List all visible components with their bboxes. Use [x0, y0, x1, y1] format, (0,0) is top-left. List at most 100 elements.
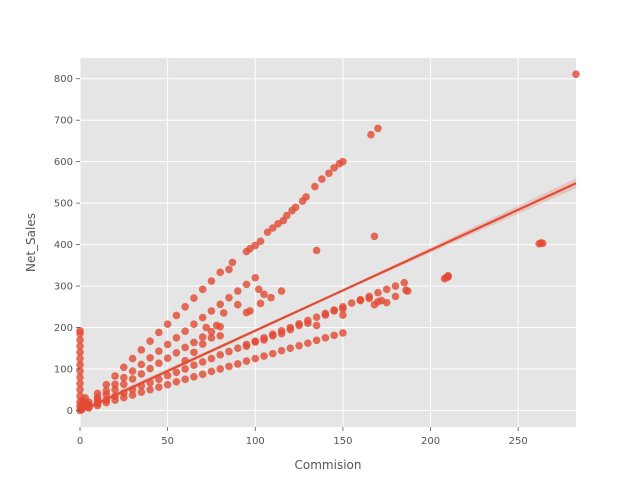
- x-tick-label: 150: [333, 436, 352, 447]
- data-point: [444, 271, 452, 280]
- data-point: [277, 329, 286, 338]
- data-point: [268, 331, 277, 340]
- data-point: [172, 311, 181, 320]
- data-point: [268, 224, 277, 232]
- data-point: [356, 296, 365, 305]
- data-point: [137, 388, 146, 396]
- x-tick-label: 50: [161, 436, 174, 447]
- data-point: [207, 277, 216, 285]
- data-point: [172, 348, 181, 357]
- data-point: [268, 349, 277, 358]
- data-point: [76, 354, 84, 363]
- data-point: [207, 354, 216, 363]
- data-point: [374, 124, 382, 133]
- y-tick-label: 700: [54, 116, 73, 127]
- data-point: [76, 373, 84, 382]
- data-point: [295, 321, 303, 330]
- data-point: [111, 396, 119, 404]
- data-point: [233, 287, 242, 295]
- data-point: [347, 299, 356, 307]
- data-point: [225, 293, 233, 302]
- data-point: [190, 338, 198, 347]
- y-tick-label: 300: [54, 282, 73, 293]
- data-point: [212, 321, 221, 330]
- data-point: [120, 373, 128, 382]
- regression-line: [79, 182, 577, 413]
- data-point: [128, 354, 137, 363]
- data-point: [291, 203, 300, 212]
- data-point: [128, 367, 137, 375]
- data-point: [242, 357, 251, 365]
- data-point: [190, 373, 198, 381]
- data-point: [572, 70, 580, 78]
- data-point: [146, 364, 154, 373]
- x-tick-label: 250: [509, 436, 528, 447]
- data-point: [120, 363, 128, 372]
- data-point: [163, 354, 172, 362]
- data-point: [207, 334, 216, 342]
- data-point: [207, 307, 216, 315]
- y-tick-label: 400: [54, 240, 73, 251]
- data-point: [225, 265, 233, 274]
- data-point: [304, 339, 312, 348]
- data-point: [111, 372, 119, 380]
- data-point: [225, 362, 233, 371]
- data-point: [146, 353, 154, 362]
- data-point: [76, 342, 84, 350]
- data-point: [172, 368, 181, 377]
- data-point: [286, 344, 295, 353]
- data-point: [225, 347, 233, 356]
- data-point: [256, 237, 265, 246]
- data-point: [277, 346, 286, 355]
- data-point: [76, 385, 84, 394]
- data-point: [321, 334, 330, 342]
- data-point: [403, 287, 412, 295]
- data-point: [263, 228, 272, 236]
- data-point: [137, 370, 146, 378]
- data-point: [318, 175, 326, 183]
- data-point: [312, 321, 321, 330]
- data-point: [251, 241, 260, 250]
- data-point: [181, 365, 189, 373]
- data-point: [312, 246, 321, 255]
- data-point: [400, 278, 409, 287]
- data-point: [76, 327, 84, 335]
- data-point: [120, 393, 128, 402]
- data-point: [391, 282, 400, 290]
- x-axis-ticks: 0 50 100 150 200 250: [77, 427, 528, 447]
- data-point: [102, 390, 111, 399]
- data-point: [339, 311, 347, 319]
- data-point: [198, 358, 207, 366]
- data-point: [155, 383, 163, 391]
- data-point: [181, 327, 189, 336]
- regression-line-group: [79, 182, 577, 413]
- data-point: [207, 367, 216, 376]
- data-point: [312, 313, 321, 321]
- data-point: [207, 327, 216, 336]
- data-point: [302, 193, 310, 201]
- data-point: [111, 385, 119, 394]
- data-point: [172, 334, 181, 342]
- data-point: [339, 329, 347, 337]
- data-point: [137, 346, 146, 354]
- data-point: [190, 348, 198, 357]
- data-point: [330, 164, 338, 172]
- data-point: [538, 239, 547, 248]
- data-point: [181, 375, 189, 384]
- data-point: [233, 360, 242, 368]
- y-tick-label: 800: [54, 74, 73, 85]
- data-point: [330, 307, 338, 315]
- plot-background: [80, 58, 576, 427]
- data-point: [382, 285, 391, 294]
- data-point: [370, 232, 379, 241]
- data-point: [251, 338, 260, 346]
- data-point: [374, 288, 382, 297]
- data-point: [304, 319, 312, 328]
- data-point: [251, 273, 260, 282]
- data-point: [190, 361, 198, 370]
- data-point: [367, 130, 375, 139]
- data-point: [251, 354, 260, 363]
- data-point: [198, 340, 207, 348]
- y-tick-label: 600: [54, 157, 73, 168]
